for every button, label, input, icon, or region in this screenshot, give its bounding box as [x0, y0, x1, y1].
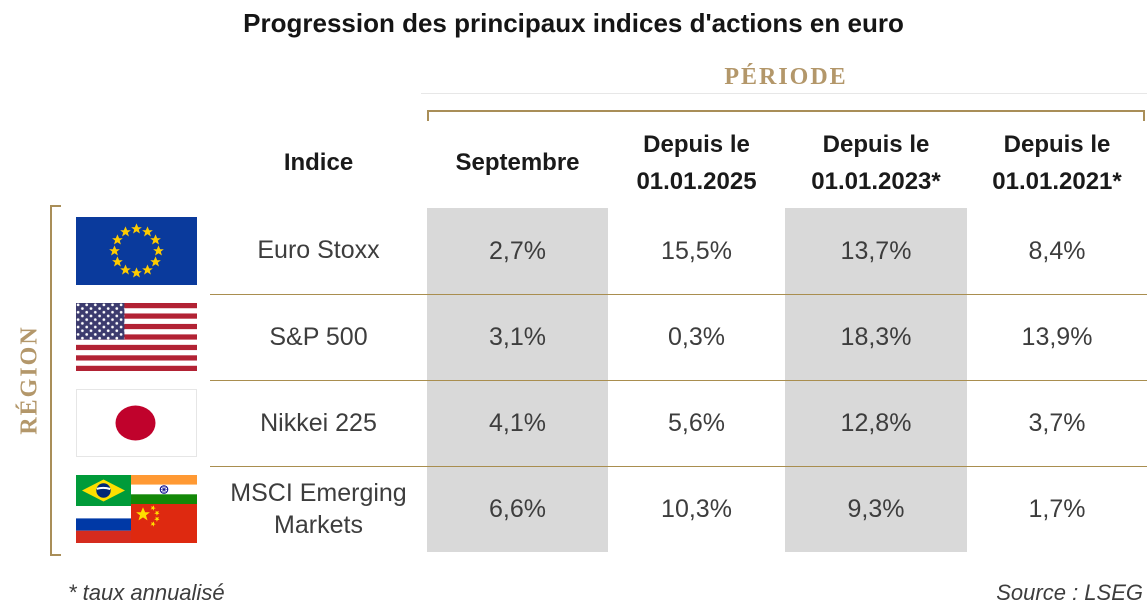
source-credit: Source : LSEG	[996, 580, 1143, 605]
row-spacer	[0, 208, 62, 294]
indice-label: Nikkei 225	[210, 380, 427, 466]
indice-label: S&P 500	[210, 294, 427, 380]
header-line: 01.01.2021*	[992, 168, 1122, 195]
col-header-septembre: Septembre	[427, 118, 608, 208]
footnote-annualised: * taux annualisé	[68, 580, 225, 605]
indice-label: MSCI Emerging Markets	[210, 466, 427, 552]
header-line: Depuis le	[643, 130, 750, 158]
table-row-euro-stoxx: Euro Stoxx 2,7% 15,5% 13,7% 8,4%	[0, 208, 1147, 294]
table-row-sp500: S&P 500 3,1% 0,3% 18,3% 13,9%	[0, 294, 1147, 380]
us-flag-icon	[62, 294, 210, 380]
table-row-msci-em: MSCI Emerging Markets 6,6% 10,3% 9,3% 1,…	[0, 466, 1147, 552]
row-spacer	[0, 466, 62, 552]
value-cell: 10,3%	[608, 466, 785, 552]
value-cell: 12,8%	[785, 380, 967, 466]
row-spacer	[0, 294, 62, 380]
header-line: Depuis le	[1003, 130, 1111, 158]
value-cell: 0,3%	[608, 294, 785, 380]
value-cell: 15,5%	[661, 236, 732, 265]
value-cell: 2,7%	[427, 208, 608, 294]
bric-flag-icon	[62, 466, 210, 552]
col-header-indice: Indice	[283, 149, 354, 177]
value-cell: 13,9%	[967, 294, 1147, 380]
indice-label: Euro Stoxx	[257, 236, 380, 265]
returns-table: Indice Septembre Depuis le 01.01.2025 De…	[0, 118, 1147, 552]
header-spacer	[62, 118, 210, 208]
value-cell: 5,6%	[608, 380, 785, 466]
header-line: 01.01.2025	[636, 168, 757, 195]
value-cell: 3,7%	[967, 380, 1147, 466]
value-cell: 4,1%	[427, 380, 608, 466]
period-group-label: PÉRIODE	[724, 64, 848, 90]
row-spacer	[0, 380, 62, 466]
table-header-row: Indice Septembre Depuis le 01.01.2025 De…	[0, 118, 1147, 208]
header-line: Septembre	[455, 149, 580, 177]
value-cell: 8,4%	[1028, 236, 1086, 265]
value-cell: 3,1%	[427, 294, 608, 380]
header-spacer	[0, 118, 62, 208]
eu-flag-icon	[62, 208, 210, 294]
table-row-nikkei: Nikkei 225 4,1% 5,6% 12,8% 3,7%	[0, 380, 1147, 466]
value-cell: 18,3%	[785, 294, 967, 380]
region-bracket	[50, 205, 61, 556]
header-line: Depuis le	[822, 130, 930, 158]
japan-flag-icon	[62, 380, 210, 466]
value-cell: 9,3%	[785, 466, 967, 552]
col-header-2023: Depuis le 01.01.2023*	[785, 118, 967, 208]
col-header-2025: Depuis le 01.01.2025	[608, 118, 785, 208]
value-cell: 1,7%	[967, 466, 1147, 552]
period-bracket	[427, 110, 1145, 121]
value-cell: 6,6%	[427, 466, 608, 552]
value-cell: 13,7%	[785, 208, 967, 294]
header-line: 01.01.2023*	[811, 168, 941, 195]
top-axis-line	[421, 93, 1147, 94]
col-header-2021: Depuis le 01.01.2021*	[967, 118, 1147, 208]
figure-title: Progression des principaux indices d'act…	[243, 8, 904, 38]
